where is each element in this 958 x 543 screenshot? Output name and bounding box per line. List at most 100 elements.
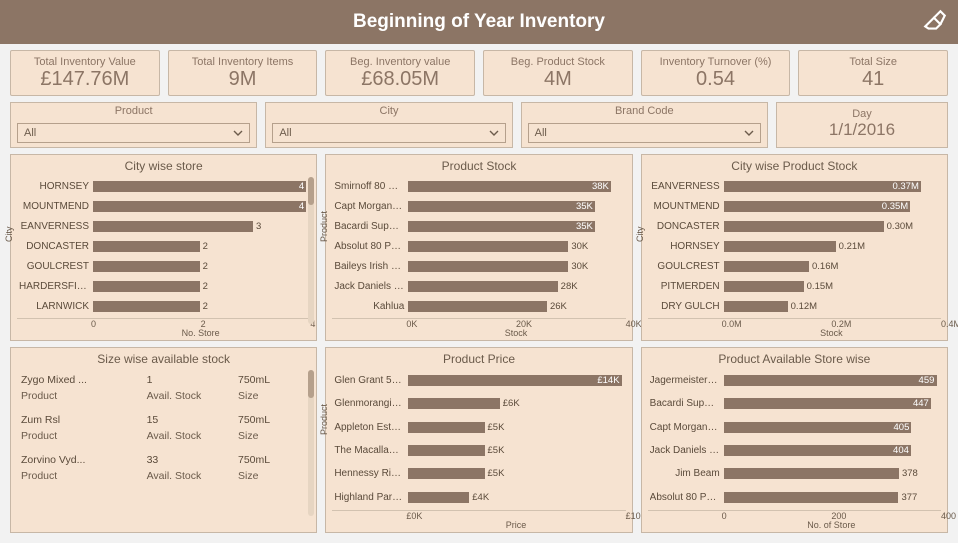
scrollbar-thumb[interactable]: [308, 370, 314, 398]
bar-value: £4K: [472, 492, 489, 503]
stock-card[interactable]: Zorvino Vyd...33750mLProductAvail. Stock…: [21, 450, 306, 490]
bar-row[interactable]: MOUNTMEND4: [19, 200, 306, 213]
bar-row[interactable]: EANVERNESS0.37M: [650, 180, 937, 193]
kpi-row: Total Inventory Value £147.76M Total Inv…: [10, 50, 948, 96]
filter-day: Day 1/1/2016: [776, 102, 948, 148]
bar-fill: [724, 492, 899, 503]
bar-value: 0.12M: [791, 301, 817, 312]
bar-fill: [408, 492, 469, 503]
bar-row[interactable]: EANVERNESS3: [19, 220, 306, 233]
bar-row[interactable]: Highland Park ...£4K: [334, 491, 621, 504]
kpi-label: Total Inventory Items: [192, 56, 294, 68]
bar-fill: [724, 468, 899, 479]
bar-row[interactable]: DONCASTER0.30M: [650, 220, 937, 233]
bar-row[interactable]: HORNSEY4: [19, 180, 306, 193]
bar-row[interactable]: Absolut 80 Proof30K: [334, 240, 621, 253]
bar-category: Absolut 80 Proof: [650, 492, 724, 503]
bar-row[interactable]: MOUNTMEND0.35M: [650, 200, 937, 213]
bar-fill: [408, 241, 568, 252]
bar-category: Hennessy Rich...: [334, 468, 408, 479]
bar-category: Appleton Estat...: [334, 422, 408, 433]
day-value: 1/1/2016: [829, 120, 895, 140]
bar-row[interactable]: Appleton Estat...£5K: [334, 421, 621, 434]
panel-city-store[interactable]: City wise store City HORNSEY4MOUNTMEND4E…: [10, 154, 317, 341]
panel-city-product-stock[interactable]: City wise Product Stock City EANVERNESS0…: [641, 154, 948, 341]
panel-product-price[interactable]: Product Price Product Glen Grant 50 ...£…: [325, 347, 632, 534]
chevron-down-icon: [233, 128, 243, 138]
filter-brand-select[interactable]: All: [528, 123, 761, 143]
bar-row[interactable]: LARNWICK2: [19, 300, 306, 313]
bar-value: 35K: [576, 221, 593, 232]
bar-row[interactable]: Kahlua26K: [334, 300, 621, 313]
kpi-label: Total Inventory Value: [34, 56, 136, 68]
bar-row[interactable]: Jack Daniels N...28K: [334, 280, 621, 293]
stock-product: Zorvino Vyd...: [21, 454, 141, 466]
bar-value: 447: [913, 398, 929, 409]
bar-fill: [724, 261, 809, 272]
bar-row[interactable]: DRY GULCH0.12M: [650, 300, 937, 313]
stock-card[interactable]: Zum Rsl15750mLProductAvail. StockSize: [21, 410, 306, 450]
filter-city-select[interactable]: All: [272, 123, 505, 143]
bar-category: MOUNTMEND: [19, 201, 93, 212]
bar-row[interactable]: DONCASTER2: [19, 240, 306, 253]
bar-category: GOULCREST: [19, 261, 93, 272]
stock-product: Zum Rsl: [21, 414, 141, 426]
stock-size: 750mL: [238, 414, 306, 426]
bar-category: Jack Daniels N...: [650, 445, 724, 456]
stock-card[interactable]: Zygo Mixed ...1750mLProductAvail. StockS…: [21, 370, 306, 410]
scrollbar[interactable]: [308, 370, 314, 517]
eraser-icon[interactable]: [922, 8, 948, 39]
bar-row[interactable]: GOULCREST0.16M: [650, 260, 937, 273]
filter-row: Product All City All Brand Code All: [10, 102, 948, 148]
panel-available-store[interactable]: Product Available Store wise Jagermeiste…: [641, 347, 948, 534]
x-axis-label: No. of Store: [648, 520, 941, 530]
stock-size: 750mL: [238, 454, 306, 466]
bar-row[interactable]: Hennessy Rich...£5K: [334, 467, 621, 480]
bar-row[interactable]: Jack Daniels N...404: [650, 444, 937, 457]
bar-fill: [724, 221, 884, 232]
bar-row[interactable]: HARDERSFIELD2: [19, 280, 306, 293]
bar-row[interactable]: The Macallan ...£5K: [334, 444, 621, 457]
panel-title: Product Price: [332, 352, 625, 366]
bar-value: 2: [203, 261, 208, 272]
bar-row[interactable]: Capt Morgan S...405: [650, 421, 937, 434]
panel-size-stock[interactable]: Size wise available stock Zygo Mixed ...…: [10, 347, 317, 534]
panel-title: City wise Product Stock: [648, 159, 941, 173]
bar-fill: [408, 181, 611, 192]
bar-row[interactable]: GOULCREST 2: [19, 260, 306, 273]
bar-row[interactable]: Bacardi Superi... 35K: [334, 220, 621, 233]
filter-product-select[interactable]: All: [17, 123, 250, 143]
kpi-label: Beg. Inventory value: [350, 56, 450, 68]
bar-row[interactable]: Jagermeister Li...459: [650, 374, 937, 387]
bar-category: Bacardi Superi...: [334, 221, 408, 232]
bar-row[interactable]: HORNSEY0.21M: [650, 240, 937, 253]
bar-row[interactable]: Glen Grant 50 ...£14K: [334, 374, 621, 387]
bar-category: Jagermeister Li...: [650, 375, 724, 386]
bar-row[interactable]: Absolut 80 Proof377: [650, 491, 937, 504]
kpi-value: 4M: [544, 68, 572, 90]
bar-row[interactable]: Smirnoff 80 Pr...38K: [334, 180, 621, 193]
bar-fill: [408, 398, 499, 409]
bar-row[interactable]: Jim Beam378: [650, 467, 937, 480]
bar-value: 0.37M: [892, 181, 918, 192]
stock-avail: 33: [147, 454, 232, 466]
stock-size: 750mL: [238, 374, 306, 386]
bar-fill: [724, 375, 937, 386]
bar-row[interactable]: PITMERDEN0.15M: [650, 280, 937, 293]
kpi-inventory-turnover: Inventory Turnover (%) 0.54: [641, 50, 791, 96]
bar-row[interactable]: Glenmorangie ...£6K: [334, 397, 621, 410]
scrollbar-thumb[interactable]: [308, 177, 314, 205]
filter-value: All: [279, 127, 291, 139]
bar-category: Capt Morgan S...: [334, 201, 408, 212]
scrollbar[interactable]: [308, 177, 314, 324]
panel-product-stock[interactable]: Product Stock Product Smirnoff 80 Pr...3…: [325, 154, 632, 341]
bar-category: Capt Morgan S...: [650, 422, 724, 433]
chart: Glen Grant 50 ...£14K Glenmorangie ...£6K…: [332, 368, 625, 531]
bar-fill: [93, 301, 200, 312]
bar-row[interactable]: Bacardi Superi...447: [650, 397, 937, 410]
stock-head-avail: Avail. Stock: [147, 430, 232, 442]
bar-row[interactable]: Capt Morgan S...35K: [334, 200, 621, 213]
x-axis-label: No. Store: [17, 328, 310, 338]
bar-category: Kahlua: [334, 301, 408, 312]
bar-row[interactable]: Baileys Irish Cr...30K: [334, 260, 621, 273]
